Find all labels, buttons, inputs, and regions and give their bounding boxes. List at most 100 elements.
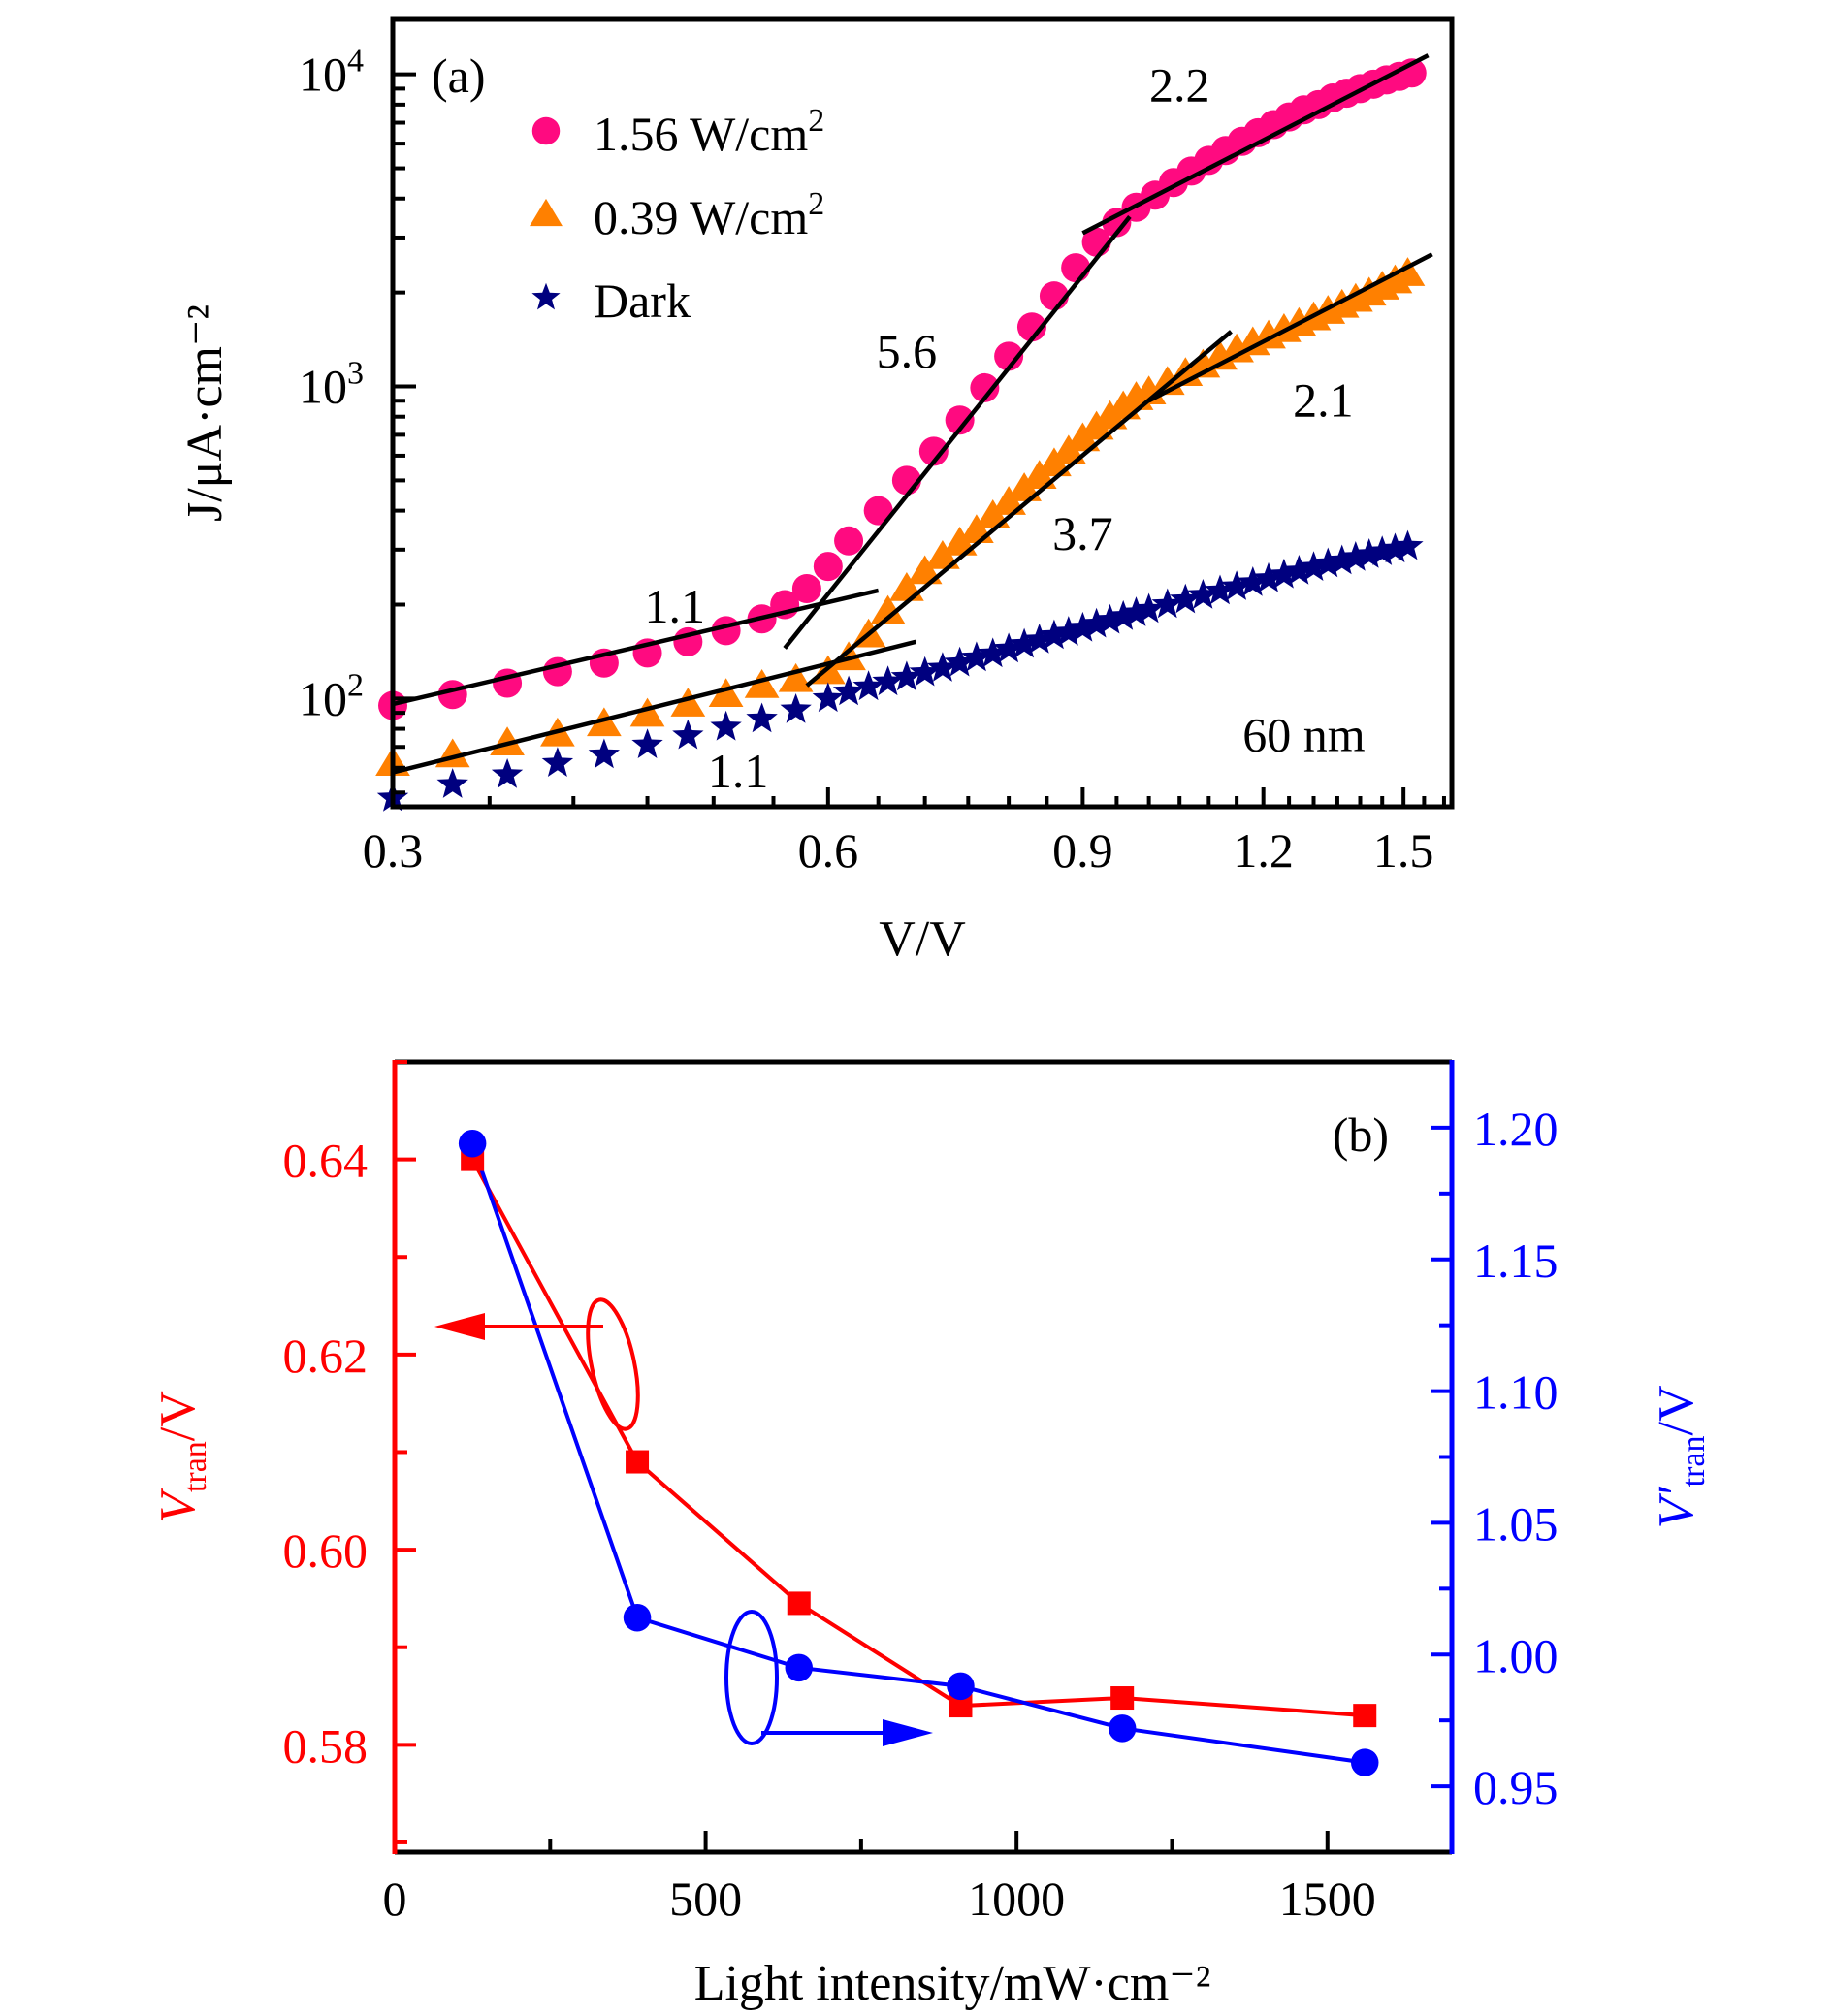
- right-tick-label: 1.10: [1473, 1365, 1559, 1420]
- data-point: [1133, 592, 1165, 624]
- data-point: [541, 747, 574, 777]
- data-point: [1016, 312, 1046, 342]
- data-point: [708, 678, 744, 708]
- data-point: [1326, 544, 1358, 575]
- right-tick-label: 0.95: [1473, 1760, 1559, 1814]
- data-point: [1187, 579, 1219, 609]
- data-point: [1067, 611, 1099, 642]
- panel-b-lines: [470, 1142, 1366, 1765]
- panel-b-markers: [458, 1129, 1379, 1776]
- legend-label: 1.56 W/cm2: [594, 103, 824, 161]
- data-point: [1108, 1714, 1137, 1743]
- left-tick-label: 0.62: [283, 1328, 369, 1383]
- data-point: [1353, 1704, 1377, 1728]
- data-point: [1120, 596, 1152, 626]
- ellipse-marker: [724, 1610, 779, 1745]
- data-point: [746, 702, 778, 733]
- annotation-label: 2.2: [1149, 57, 1210, 112]
- data-point: [1379, 532, 1411, 563]
- data-point: [1339, 541, 1371, 571]
- data-point: [588, 738, 620, 769]
- series-line-right: [470, 1142, 1366, 1765]
- data-point: [672, 719, 704, 750]
- data-point: [1052, 616, 1084, 646]
- data-point: [909, 656, 941, 687]
- panel-a-ticks: 0.3 0.6 0.9 1.2 1.5 102 103 104: [299, 44, 1446, 878]
- data-point: [852, 670, 884, 701]
- data-point: [670, 688, 706, 717]
- x-tick-label: 0: [383, 1872, 407, 1926]
- y-axis-title-right: V′tran/V: [1649, 1386, 1712, 1529]
- data-point: [1390, 257, 1426, 286]
- legend-item: 1.56 W/cm2: [531, 103, 824, 161]
- x-tick-label: 0.3: [363, 823, 424, 878]
- data-point: [863, 496, 893, 526]
- data-point: [458, 1129, 487, 1158]
- annotation-label: 5.6: [877, 324, 938, 378]
- data-point: [1038, 619, 1071, 650]
- data-point: [1268, 558, 1301, 589]
- x-tick-label: 1000: [968, 1872, 1065, 1926]
- data-point: [947, 1672, 975, 1701]
- data-point: [631, 728, 663, 758]
- data-point: [926, 652, 959, 682]
- data-point: [1353, 538, 1385, 568]
- data-point: [1220, 570, 1253, 600]
- x-axis-title-b: Light intensity/mW·cm⁻²: [694, 1956, 1211, 2011]
- data-point: [1108, 599, 1140, 630]
- data-point: [778, 662, 814, 692]
- y-tick-label: 102: [299, 667, 364, 725]
- legend-label: 0.39 W/cm2: [594, 186, 824, 244]
- y-axis-title-a: J/μA·cm⁻²: [177, 304, 233, 522]
- data-point: [925, 539, 960, 569]
- legend: 1.56 W/cm2 0.39 W/cm2 Dark: [530, 103, 824, 328]
- series-markers-left: [461, 1147, 1377, 1728]
- left-tick-label: 0.60: [283, 1523, 369, 1578]
- data-point: [890, 660, 923, 691]
- left-tick-label: 0.64: [283, 1134, 369, 1188]
- x-tick-label: 1.5: [1373, 823, 1434, 878]
- data-point: [970, 372, 1000, 402]
- data-point: [1392, 529, 1424, 560]
- data-point: [1102, 208, 1132, 238]
- annotation-label: 1.1: [708, 744, 769, 798]
- data-point: [744, 669, 780, 698]
- y-axis-title-left: Vtran/V: [150, 1391, 213, 1523]
- arrow-left-icon: [434, 1313, 485, 1340]
- fit-line: [805, 330, 1233, 688]
- data-point: [1094, 603, 1126, 634]
- data-point: [994, 341, 1024, 371]
- legend-label: Dark: [594, 273, 691, 328]
- panel-b-annotations: [434, 1297, 933, 1746]
- y-tick-label: 104: [299, 44, 364, 102]
- legend-marker-circle: [531, 116, 561, 145]
- panel-label-b: (b): [1333, 1107, 1389, 1162]
- fit-line: [1081, 53, 1430, 236]
- data-point: [1312, 547, 1344, 578]
- annotation-label: 1.1: [644, 579, 705, 633]
- legend-item: 0.39 W/cm2: [530, 186, 824, 244]
- data-point: [787, 1591, 811, 1616]
- annotation-label: 3.7: [1052, 506, 1113, 560]
- fit-line: [392, 639, 916, 775]
- panel-a-annotations: 1.1 5.6 2.2 3.7 2.1 1.1 60 nm: [644, 57, 1365, 797]
- data-point: [813, 552, 843, 582]
- data-point: [834, 526, 864, 556]
- panel-label-a: (a): [432, 48, 486, 103]
- data-point: [1110, 1686, 1135, 1711]
- data-point: [1367, 535, 1399, 565]
- panel-a-fit-lines: [392, 53, 1433, 775]
- data-point: [629, 697, 665, 727]
- data-point: [872, 665, 904, 696]
- annotation-label: 2.1: [1293, 373, 1354, 428]
- data-point: [1252, 561, 1285, 592]
- data-point: [490, 726, 525, 756]
- data-point: [626, 1450, 650, 1474]
- x-tick-label: 1500: [1279, 1872, 1376, 1926]
- data-point: [780, 693, 812, 723]
- data-point: [1023, 624, 1055, 654]
- legend-marker-triangle: [530, 198, 563, 227]
- series-line-left: [470, 1158, 1366, 1718]
